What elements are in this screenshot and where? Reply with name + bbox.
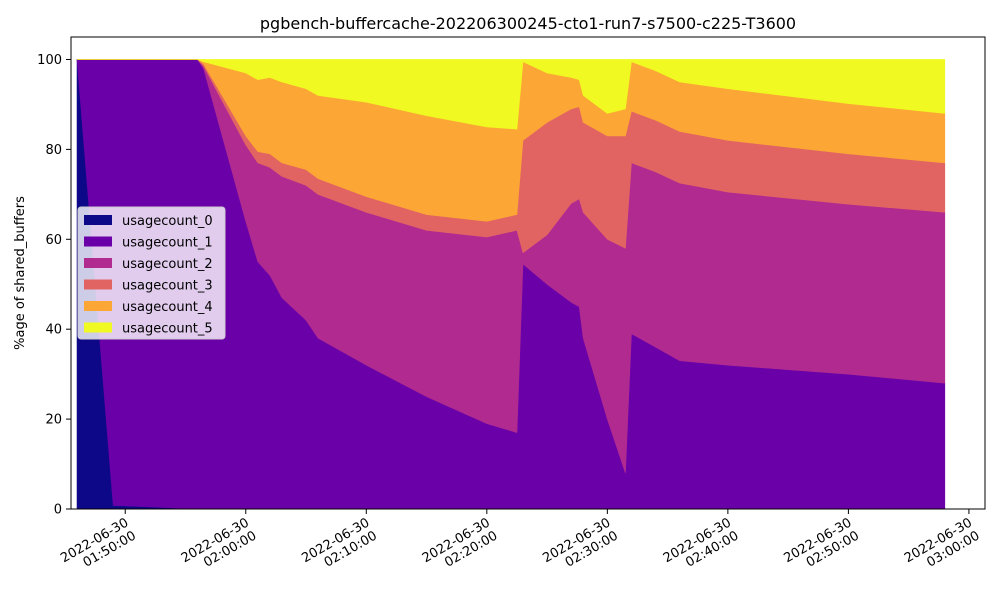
y-tick-label: 100 <box>37 53 62 68</box>
y-tick-label: 80 <box>45 143 62 158</box>
legend-box <box>77 206 226 340</box>
y-tick-label: 60 <box>45 233 62 248</box>
legend-swatch <box>84 236 112 247</box>
legend-label: usagecount_2 <box>122 257 213 272</box>
legend-label: usagecount_4 <box>122 300 213 315</box>
y-axis-title: %age of shared_buffers <box>13 196 28 350</box>
chart-title: pgbench-buffercache-202206300245-cto1-ru… <box>260 14 796 33</box>
legend-label: usagecount_1 <box>122 236 213 251</box>
legend: usagecount_0 usagecount_1 usagecount_2usag… <box>77 206 226 340</box>
legend-swatch <box>84 301 112 311</box>
legend-label: usagecount_3 <box>122 279 213 294</box>
y-tick-label: 40 <box>45 323 62 338</box>
y-tick-label: 20 <box>45 413 62 428</box>
legend-swatch <box>84 322 112 333</box>
legend-swatch <box>84 258 112 268</box>
plot-frame <box>70 36 986 510</box>
legend-swatch <box>84 215 112 225</box>
area-layers <box>76 59 946 510</box>
y-tick-label: 0 <box>54 503 62 518</box>
legend-label: usagecount_5 <box>122 322 213 337</box>
legend-label: usagecount_0 <box>122 214 213 229</box>
y-axis: 0 20 40 60 80 100 <box>37 53 71 518</box>
legend-swatch <box>84 279 112 290</box>
area-usagecount-5 <box>77 59 946 130</box>
